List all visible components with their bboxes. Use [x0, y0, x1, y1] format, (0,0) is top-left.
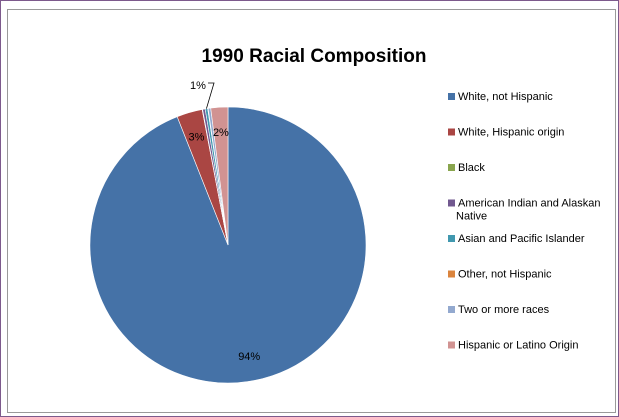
- legend: White, not Hispanic White, Hispanic origi…: [448, 91, 600, 352]
- pie-slice-hispanic-or-latino-origin: [210, 106, 229, 246]
- pie-slices: [89, 106, 367, 384]
- legend-swatch-white-hispanic-origin: [448, 128, 455, 136]
- legend-label-hispanic-or-latino-origin: Hispanic or Latino Origin: [458, 340, 578, 352]
- legend-label-two-or-more-races: Two or more races: [458, 304, 550, 316]
- data-label-hispanic-or-latino-origin: 2%: [213, 127, 229, 139]
- legend-swatch-white-not-hispanic: [448, 93, 455, 100]
- legend-label-asian-and-pacific-islander: Asian and Pacific Islander: [458, 233, 585, 245]
- legend-label-other-not-hispanic: Other, not Hispanic: [458, 269, 552, 281]
- data-label-asian-and-pacific-islander: 1%: [190, 80, 206, 92]
- data-labels: 94% 3% 1% 2%: [188, 80, 260, 363]
- legend-swatch-black: [448, 164, 455, 171]
- leader-line: [206, 82, 215, 109]
- legend-label-white-not-hispanic: White, not Hispanic: [458, 91, 553, 103]
- chart-area: 1990 Racial Composition 94% 3% 1% 2% White,…: [7, 9, 616, 413]
- legend-swatch-hispanic-or-latino-origin: [448, 341, 455, 349]
- legend-label-white-hispanic-origin: White, Hispanic origin: [458, 127, 564, 139]
- legend-label-american-indian-and-alaskan-native: American Indian and Alaskan Native: [456, 198, 600, 223]
- data-label-white-not-hispanic: 94%: [238, 351, 260, 363]
- legend-swatch-other-not-hispanic: [448, 270, 455, 278]
- legend-swatch-asian-and-pacific-islander: [448, 235, 455, 242]
- legend-label-black: Black: [458, 162, 485, 174]
- legend-swatch-two-or-more-races: [448, 306, 455, 313]
- chart-title: 1990 Racial Composition: [202, 46, 427, 67]
- legend-swatch-american-indian-and-alaskan-native: [448, 199, 455, 207]
- data-label-white-hispanic-origin: 3%: [188, 131, 204, 143]
- pie-chart: 1990 Racial Composition 94% 3% 1% 2% White,…: [89, 46, 600, 384]
